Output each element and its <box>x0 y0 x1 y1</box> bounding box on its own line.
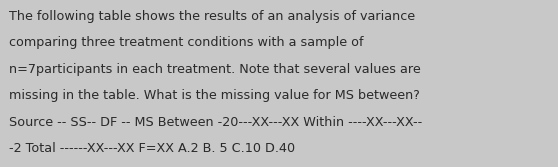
Text: comparing three treatment conditions with a sample of: comparing three treatment conditions wit… <box>9 36 363 49</box>
Text: -2 Total ------XX---XX F=XX A.2 B. 5 C.10 D.40: -2 Total ------XX---XX F=XX A.2 B. 5 C.1… <box>9 142 295 155</box>
Text: The following table shows the results of an analysis of variance: The following table shows the results of… <box>9 10 415 23</box>
Text: missing in the table. What is the missing value for MS between?: missing in the table. What is the missin… <box>9 89 420 102</box>
Text: Source -- SS-- DF -- MS Between -20---XX---XX Within ----XX---XX--: Source -- SS-- DF -- MS Between -20---XX… <box>9 116 422 129</box>
Text: n=7participants in each treatment. Note that several values are: n=7participants in each treatment. Note … <box>9 63 421 76</box>
